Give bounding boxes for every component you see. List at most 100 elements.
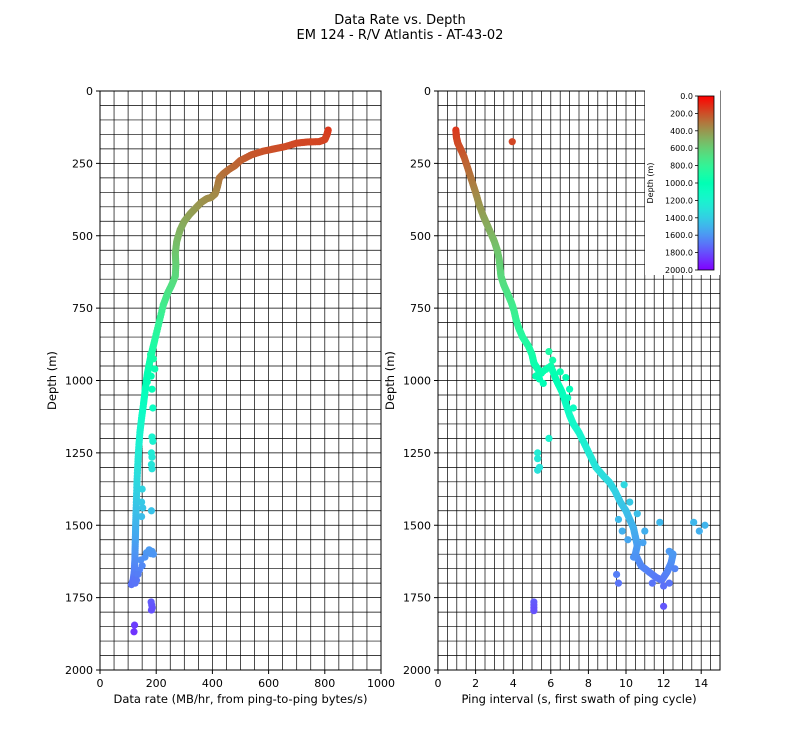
data-point (138, 485, 146, 493)
y-tick-label: 2000 (65, 664, 93, 677)
data-point (695, 527, 703, 535)
data-point (665, 579, 673, 587)
colorbar-tick-label: 0.0 (680, 92, 693, 101)
data-point (147, 372, 155, 380)
x-tick-label: 6 (547, 677, 554, 690)
colorbar-tick-label: 1400.0 (665, 214, 693, 223)
x-tick-label: 10 (619, 677, 633, 690)
data-point (147, 507, 156, 515)
x-axis-label: Ping interval (s, first swath of ping cy… (461, 692, 696, 706)
data-point (626, 498, 634, 506)
y-tick-label: 1000 (403, 375, 431, 388)
y-tick-label: 500 (72, 230, 93, 243)
y-tick-label: 0 (424, 85, 431, 98)
data-point (149, 355, 157, 363)
y-tick-label: 1500 (65, 519, 93, 532)
data-point (671, 565, 679, 573)
data-point (648, 579, 656, 587)
data-point (534, 455, 542, 463)
y-tick-label: 1750 (65, 592, 93, 605)
data-point (149, 404, 157, 412)
data-point (614, 579, 623, 587)
data-point (564, 394, 572, 402)
y-tick-label: 500 (410, 230, 431, 243)
colorbar-tick-label: 400.0 (670, 127, 693, 136)
data-point (539, 379, 547, 387)
data-point (149, 437, 157, 445)
data-point (131, 579, 139, 587)
data-point (566, 385, 574, 393)
figure-subtitle: EM 124 - R/V Atlantis - AT-43-02 (297, 28, 504, 43)
data-point (624, 536, 632, 544)
data-point (139, 504, 147, 512)
data-point (660, 602, 668, 610)
colorbar-tick-label: 1200.0 (665, 196, 693, 205)
x-tick-label: 0 (435, 677, 442, 690)
data-point (660, 582, 668, 590)
y-axis-label: Depth (m) (45, 351, 59, 410)
y-tick-label: 0 (86, 85, 93, 98)
y-axis-label: Depth (m) (383, 351, 397, 410)
data-point (137, 556, 145, 564)
colorbar-tick-label: 800.0 (670, 162, 693, 171)
data-point (562, 374, 570, 382)
data-point (633, 510, 641, 518)
data-point (656, 518, 664, 526)
y-tick-label: 1250 (403, 447, 431, 460)
data-point (147, 606, 156, 614)
data-point (545, 347, 553, 356)
data-point (148, 385, 156, 393)
x-axis-label: Data rate (MB/hr, from ping-to-ping byte… (114, 692, 368, 706)
colorbar-tick-label: 600.0 (670, 144, 693, 153)
x-tick-label: 14 (694, 677, 708, 690)
x-tick-label: 400 (202, 677, 223, 690)
data-point (145, 360, 153, 369)
data-rate-plot: 0 200 400 600 800 1000 0 250 500 750 1000 1250 1500 1… (45, 85, 395, 706)
y-tick-label: 750 (410, 302, 431, 315)
data-point (545, 434, 553, 442)
data-point (137, 498, 146, 506)
x-tick-label: 0 (97, 677, 104, 690)
data-point (549, 356, 557, 364)
data-point (620, 481, 628, 489)
data-point (130, 628, 138, 636)
y-tick-label: 750 (72, 302, 93, 315)
data-point (618, 527, 626, 535)
data-point (151, 365, 159, 373)
y-tick-label: 1250 (65, 447, 93, 460)
data-point (690, 518, 698, 526)
data-point (639, 539, 647, 547)
data-point (148, 465, 156, 473)
x-tick-label: 1000 (367, 677, 395, 690)
data-point (148, 453, 156, 461)
data-point (130, 621, 139, 629)
colorbar-tick-label: 2000.0 (665, 266, 693, 275)
data-point (665, 547, 673, 555)
x-tick-label: 12 (657, 677, 671, 690)
data-point (569, 404, 577, 412)
figure-title: Data Rate vs. Depth (334, 13, 465, 28)
data-point (641, 527, 649, 535)
y-tick-label: 1750 (403, 592, 431, 605)
x-tick-label: 2 (472, 677, 479, 690)
data-point (629, 553, 638, 561)
data-point (614, 515, 623, 524)
data-point (556, 368, 564, 376)
colorbar-tick-label: 1000.0 (665, 179, 693, 188)
colorbar-gradient (697, 95, 715, 271)
y-tick-label: 250 (410, 157, 431, 170)
x-tick-label: 4 (510, 677, 517, 690)
colorbar-tick-label: 200.0 (670, 109, 693, 118)
data-point (134, 570, 142, 579)
data-point (530, 607, 538, 615)
x-tick-label: 800 (314, 677, 335, 690)
x-tick-label: 8 (585, 677, 592, 690)
x-tick-label: 600 (258, 677, 279, 690)
y-tick-label: 1000 (65, 375, 93, 388)
data-point (613, 570, 621, 579)
data-point (149, 550, 157, 558)
data-point (137, 512, 146, 521)
data-point (508, 138, 516, 146)
depth-colorbar: 0.0 200.0 400.0 600.0 800.0 1000.0 1200.0 1400.… (645, 90, 720, 275)
